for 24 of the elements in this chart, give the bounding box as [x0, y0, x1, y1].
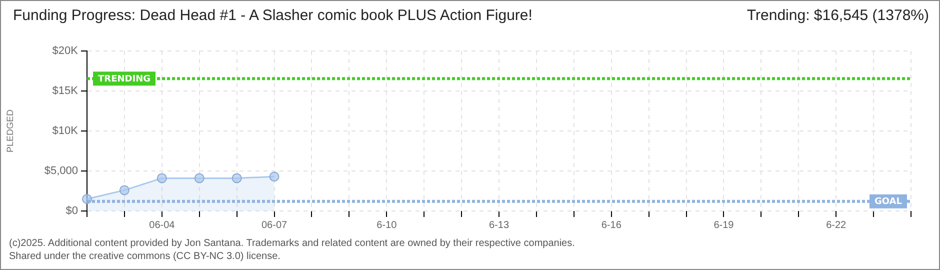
text: Trending: $16,545 (1378%) [746, 7, 929, 24]
x-tick-label: 6-10 [376, 220, 398, 231]
x-tick-label: 6-13 [488, 220, 510, 231]
chart-title: Funding Progress: Dead Head #1 - A Slasher comic book PLUS Action Figure! [13, 7, 532, 24]
point [269, 172, 280, 182]
x-tick-label: 6-19 [714, 220, 734, 231]
point [194, 173, 204, 184]
y-tick-label: $15K [52, 85, 79, 98]
point [119, 185, 130, 196]
y-axis-title: PLEDGED [4, 108, 15, 153]
ref-line-label: GOAL [874, 197, 902, 208]
y-tick-label: $0 [66, 205, 78, 218]
text: Shared under the creative commons (CC BY-NC 3.0) license. [9, 251, 280, 262]
x-tick-label: 06-04 [149, 220, 176, 231]
x-tick-label: 06-07 [261, 220, 288, 231]
x-tick-label: 6-22 [826, 220, 847, 231]
text: (c)2025. Additional content provided by Jon Santana. Trademarks and related content are owned by their respective companies. [9, 238, 575, 249]
y-tick-label: $10K [52, 125, 79, 138]
point [156, 173, 167, 184]
point [232, 173, 242, 184]
y-tick-label: $5,000 [44, 165, 78, 178]
y-tick-label: $20K [52, 45, 79, 58]
ref-line-label: TRENDING [98, 74, 150, 84]
x-tick-label: 6-16 [601, 220, 622, 231]
